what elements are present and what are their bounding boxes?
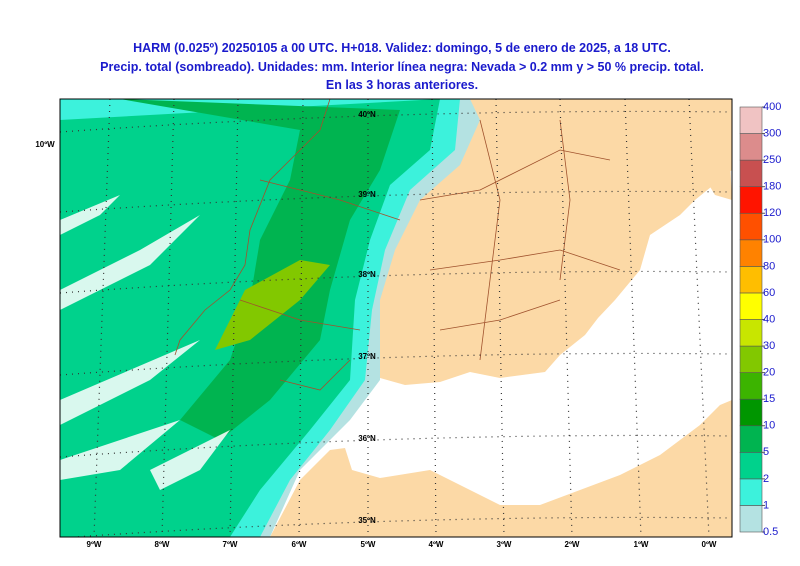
colorbar-segment <box>739 372 763 400</box>
colorbar-label: 40 <box>763 313 775 325</box>
colorbar-label: 15 <box>763 393 775 405</box>
lon-label: 3ºW <box>497 540 512 549</box>
title-line: HARM (0.025º) 20250105 a 00 UTC. H+018. … <box>133 41 671 55</box>
map-frame <box>59 98 733 538</box>
colorbar-label: 0.5 <box>763 526 778 538</box>
colorbar-segment <box>739 266 763 294</box>
colorbar-segment <box>739 398 763 427</box>
colorbar-label: 1 <box>763 499 769 511</box>
colorbar-segment <box>739 452 763 480</box>
lat-label: 37ºN <box>358 352 376 361</box>
precip-green-mid <box>215 260 330 350</box>
colorbar-label: 100 <box>763 234 781 246</box>
colorbar-label: 30 <box>763 340 775 352</box>
colorbar-label: 2 <box>763 473 769 485</box>
lat-label: 36ºN <box>358 434 376 443</box>
colorbar-label: 20 <box>763 367 775 379</box>
colorbar-segment <box>739 319 763 347</box>
land-africa <box>270 400 732 537</box>
title-line: Precip. total (sombreado). Unidades: mm.… <box>100 60 704 74</box>
region-border <box>239 119 621 391</box>
lon-label: 9ºW <box>87 540 102 549</box>
country-border <box>174 99 331 356</box>
colorbar-label: 60 <box>763 287 775 299</box>
lon-label: 2ºW <box>565 540 580 549</box>
colorbar-segment <box>739 345 763 373</box>
colorbar-segment <box>739 505 763 533</box>
lon-label: 10ºW <box>35 140 55 149</box>
colorbar-label: 400 <box>763 101 781 113</box>
colorbar-label: 250 <box>763 154 781 166</box>
colorbar-segment <box>739 292 763 320</box>
lat-label: 35ºN <box>358 516 376 525</box>
lon-label: 0ºW <box>702 540 717 549</box>
colorbar-segment <box>739 186 763 214</box>
map <box>60 99 732 537</box>
precip-green-dark <box>120 99 400 440</box>
lon-label: 5ºW <box>361 540 376 549</box>
lon-label: 8ºW <box>155 540 170 549</box>
colorbar-segment <box>739 106 763 134</box>
lon-label: 1ºW <box>634 540 649 549</box>
land-baleares <box>700 160 732 200</box>
title-line: En las 3 horas anteriores. <box>326 78 478 92</box>
colorbar-segment <box>739 478 763 506</box>
lon-label: 4ºW <box>429 540 444 549</box>
colorbar-label: 180 <box>763 181 781 193</box>
colorbar-label: 120 <box>763 207 781 219</box>
colorbar-label: 300 <box>763 127 781 139</box>
lat-label: 40ºN <box>358 110 376 119</box>
lat-label: 39ºN <box>358 190 376 199</box>
map-labels: 40ºN 39ºN 38ºN 37ºN 36ºN 35ºN 10ºW 9ºW 8ºW 7ºW 6ºW… <box>35 110 717 549</box>
lat-label: 38ºN <box>358 270 376 279</box>
white-streak <box>60 215 200 480</box>
colorbar-segment <box>739 159 763 187</box>
white-streak <box>60 195 230 490</box>
colorbar-segment <box>739 425 763 453</box>
colorbar-label: 10 <box>763 420 775 432</box>
colorbar-label: 5 <box>763 446 769 458</box>
lon-label: 7ºW <box>223 540 238 549</box>
lon-label: 6ºW <box>292 540 307 549</box>
colorbar-segment <box>739 239 763 267</box>
colorbar-label: 80 <box>763 260 775 272</box>
colorbar: 0.5 1 2 5 10 15 20 30 40 60 80 100 120 180 250 300 400 <box>739 101 781 538</box>
colorbar-segment <box>739 212 763 241</box>
colorbar-segment <box>739 133 763 161</box>
